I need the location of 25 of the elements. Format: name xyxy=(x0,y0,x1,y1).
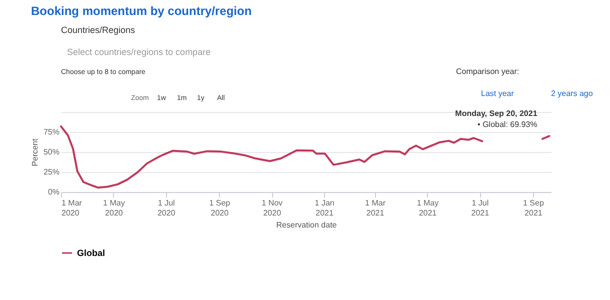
x-axis-title: Reservation date xyxy=(276,220,338,230)
annotation: Monday, Sep 20, 2021 xyxy=(455,109,538,118)
chart-title: Booking momentum by country/region xyxy=(30,4,252,18)
x-tick-label: 1 Sep 2021 xyxy=(522,198,544,218)
x-tick-label: 1 Jul 2021 xyxy=(471,198,490,218)
y-tick-label: 75% xyxy=(43,128,60,136)
x-tick-label: 1 Mar 2020 xyxy=(62,198,82,218)
x-tick-label: 1 May 2021 xyxy=(416,198,439,218)
annotation: • Global: 69.93% xyxy=(478,120,538,130)
text: 2 years ago xyxy=(551,89,594,98)
x-tick-label: 1 Nov 2020 xyxy=(262,198,283,218)
y-tick-label: 25% xyxy=(43,168,60,176)
y-tick-label: 50% xyxy=(43,148,60,156)
x-tick-label: 1 Sep 2020 xyxy=(209,198,231,218)
y-axis-title: Percent xyxy=(30,138,40,166)
text: Countries/Regions xyxy=(61,25,136,35)
x-tick-label: 1 Jul 2020 xyxy=(157,198,176,218)
x-tick-label: 1 Jan 2021 xyxy=(314,198,334,218)
text: Comparison year: xyxy=(456,67,520,76)
legend-label: Global xyxy=(77,248,106,258)
text: Last year xyxy=(481,89,514,98)
x-tick-label: 1 May 2020 xyxy=(103,198,125,218)
text: Select countries/regions to compare xyxy=(67,47,211,57)
x-tick-label: 1 Mar 2021 xyxy=(365,198,386,218)
y-tick-label: 0% xyxy=(48,188,60,196)
